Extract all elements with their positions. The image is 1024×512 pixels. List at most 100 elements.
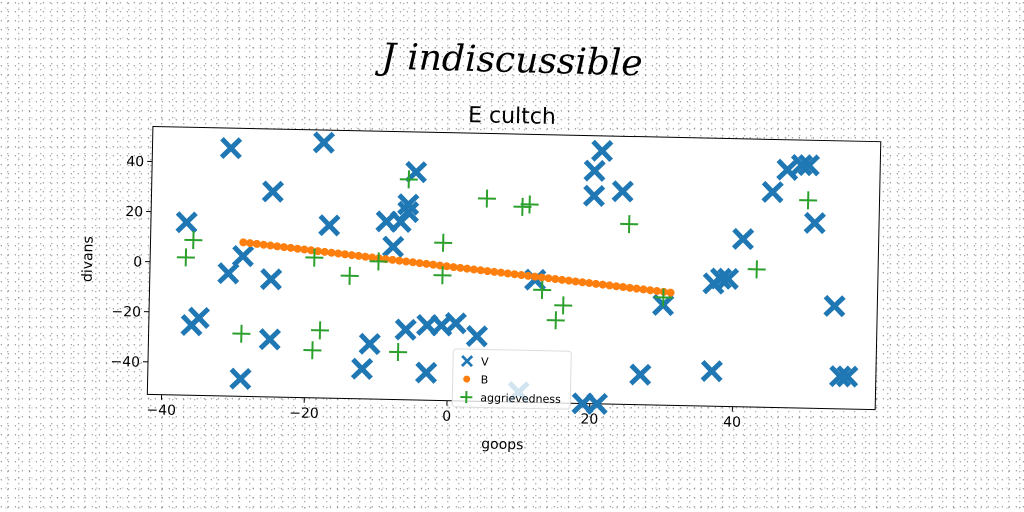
- data-point-v: [259, 268, 283, 291]
- data-point-aggrievedness: [434, 233, 453, 252]
- data-point-b: [327, 248, 336, 257]
- data-point-b: [313, 247, 322, 256]
- data-point-v: [629, 363, 652, 386]
- data-point-v: [394, 318, 417, 341]
- data-point-b: [483, 267, 492, 276]
- data-point-v: [823, 294, 846, 318]
- data-point-b: [619, 283, 628, 292]
- data-point-v: [582, 184, 606, 207]
- data-point-b: [388, 255, 397, 264]
- y-tick-label: 20: [125, 204, 143, 220]
- data-point-b: [503, 269, 512, 278]
- data-point-v: [776, 158, 799, 181]
- data-point-aggrievedness: [747, 260, 766, 279]
- data-point-v: [397, 193, 420, 216]
- data-point-v: [219, 136, 243, 160]
- data-point-b: [490, 267, 499, 276]
- data-point-v: [358, 332, 381, 356]
- legend-marker-aggrievedness: [460, 391, 473, 404]
- x-tick-label: 20: [580, 411, 598, 427]
- data-point-b: [361, 252, 370, 261]
- data-point-b: [293, 244, 302, 253]
- data-point-v: [444, 312, 467, 335]
- plot-group: −40 −20 0 20 40 −40 −20 0 20 40 goops divans VBaggri…: [80, 125, 882, 453]
- data-point-v: [585, 392, 609, 415]
- data-point-v: [797, 154, 821, 177]
- data-point-v: [229, 367, 252, 390]
- data-point-b: [646, 286, 655, 295]
- data-point-aggrievedness: [184, 231, 203, 250]
- y-axis-label: divans: [80, 236, 97, 282]
- data-point-v: [175, 211, 198, 234]
- data-point-b: [320, 247, 329, 256]
- data-point-aggrievedness: [477, 189, 496, 208]
- data-point-b: [354, 251, 363, 260]
- data-point-aggrievedness: [399, 170, 418, 189]
- data-point-aggrievedness: [305, 248, 324, 267]
- data-point-b: [653, 287, 662, 296]
- data-point-aggrievedness: [520, 195, 539, 214]
- data-point-b: [273, 242, 282, 251]
- data-point-b: [544, 274, 553, 283]
- data-point-b: [476, 266, 485, 275]
- data-point-b: [612, 282, 621, 291]
- data-point-v: [836, 365, 859, 388]
- data-point-v: [709, 267, 732, 290]
- data-point-v: [465, 325, 489, 348]
- data-point-b: [632, 284, 641, 293]
- data-point-v: [404, 160, 428, 184]
- data-point-b: [551, 275, 560, 284]
- data-point-b: [497, 268, 506, 277]
- data-point-aggrievedness: [433, 266, 452, 285]
- data-point-b: [252, 239, 261, 248]
- data-point-b: [598, 280, 607, 289]
- data-point-v: [790, 153, 813, 177]
- data-point-b: [429, 260, 438, 269]
- data-point-v: [761, 180, 784, 204]
- data-point-v: [583, 159, 606, 182]
- legend-label: B: [481, 373, 489, 386]
- data-point-v: [803, 211, 826, 235]
- data-point-b: [239, 238, 248, 247]
- data-point-b: [307, 246, 316, 255]
- x-tick-label: −40: [146, 402, 176, 419]
- data-point-b: [639, 285, 648, 294]
- data-point-b: [571, 277, 580, 286]
- data-point-b: [578, 278, 587, 287]
- data-point-b: [347, 251, 356, 260]
- data-point-v: [258, 328, 281, 351]
- data-point-v: [350, 357, 374, 380]
- y-tick-label: −40: [110, 354, 140, 371]
- data-point-b: [259, 240, 268, 249]
- data-point-v: [415, 361, 438, 384]
- data-point-b: [422, 259, 431, 268]
- data-point-aggrievedness: [513, 197, 532, 216]
- data-point-aggrievedness: [554, 296, 573, 315]
- data-point-v: [700, 359, 723, 383]
- x-tick-label: 40: [723, 414, 741, 430]
- data-point-v: [187, 306, 211, 329]
- data-point-b: [537, 273, 546, 282]
- legend-box: [451, 348, 572, 410]
- data-point-b: [408, 258, 417, 267]
- data-point-v: [396, 200, 420, 224]
- data-point-v: [731, 227, 755, 251]
- data-point-v: [318, 214, 341, 237]
- data-point-aggrievedness: [340, 266, 359, 285]
- y-tick-label: 40: [126, 154, 144, 170]
- data-point-aggrievedness: [369, 252, 388, 271]
- x-tick-label: −20: [289, 405, 319, 422]
- data-point-v: [217, 262, 240, 285]
- data-point-v: [611, 180, 634, 203]
- data-point-aggrievedness: [799, 191, 818, 210]
- data-point-b: [368, 253, 377, 262]
- data-point-aggrievedness: [176, 248, 195, 267]
- data-point-b: [300, 245, 309, 254]
- data-point-aggrievedness: [389, 343, 408, 362]
- x-tick-label: 0: [442, 409, 451, 425]
- data-point-v: [591, 139, 614, 163]
- data-point-aggrievedness: [620, 215, 639, 234]
- data-point-aggrievedness: [533, 280, 552, 299]
